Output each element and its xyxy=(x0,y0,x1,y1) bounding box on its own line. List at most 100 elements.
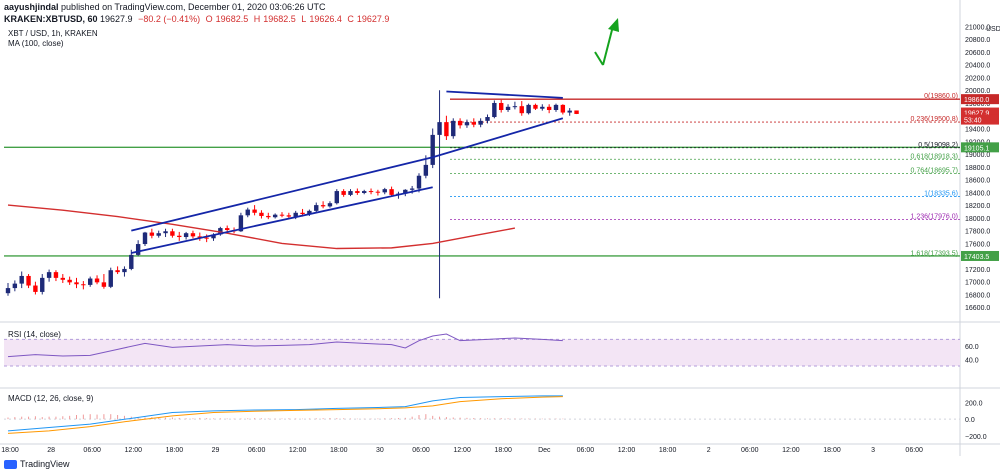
ohlc-close-label: C xyxy=(347,14,354,24)
rsi-line xyxy=(7,333,563,358)
candle-body xyxy=(574,110,579,114)
time-tick-label: 29 xyxy=(212,447,220,454)
grid xyxy=(0,0,1000,456)
fib-label: 1(18335.6) xyxy=(924,190,958,197)
candle-body xyxy=(409,188,415,190)
ma-legend[interactable]: MA (100, close) xyxy=(8,39,64,48)
time-tick-label: 18:00 xyxy=(659,447,677,454)
candle-body xyxy=(389,189,394,195)
candle-body xyxy=(286,215,292,217)
candle-body xyxy=(341,191,346,195)
time-tick-label: 06:00 xyxy=(83,447,101,454)
price-tick-label: 21000.0 xyxy=(965,24,990,31)
time-tick-label: 18:00 xyxy=(1,447,19,454)
time-tick-label: Dec xyxy=(538,447,551,454)
candle-body xyxy=(74,282,79,285)
change-value: −80.2 (−0.41%) xyxy=(138,14,201,24)
candle-body xyxy=(423,164,429,176)
ohlc-low-label: L xyxy=(301,14,307,24)
ohlc-open-label: O xyxy=(205,14,213,24)
fib-label: 0(19860.0) xyxy=(924,93,958,100)
candle-body xyxy=(334,191,339,204)
candle-body xyxy=(540,106,545,109)
candle-body xyxy=(5,288,11,294)
trend-line xyxy=(131,156,433,232)
trend-line xyxy=(432,117,564,159)
candles xyxy=(5,90,579,299)
price-tick-label: 20800.0 xyxy=(965,37,990,44)
candle-body xyxy=(355,191,360,193)
candle-body xyxy=(108,270,113,287)
candle-body xyxy=(485,117,490,121)
candle-body xyxy=(94,278,100,283)
price-tick-label: 19800.0 xyxy=(965,101,990,108)
candle-body xyxy=(197,236,202,238)
brand-label[interactable]: TradingView xyxy=(20,459,70,469)
candle-body xyxy=(519,106,524,114)
time-tick-label: 06:00 xyxy=(905,447,923,454)
price-tick-label: 18400.0 xyxy=(965,190,990,197)
candle-body xyxy=(279,214,285,216)
instrument-legend[interactable]: XBT / USD, 1h, KRAKEN xyxy=(8,29,98,38)
candle-body xyxy=(368,191,374,193)
publisher[interactable]: aayushjindal xyxy=(4,2,59,12)
candle-body xyxy=(177,235,182,238)
price-tick-label: 17000.0 xyxy=(965,280,990,287)
price-tag xyxy=(961,107,999,118)
time-tick-label: 18:00 xyxy=(330,447,348,454)
candle-body xyxy=(88,278,93,285)
candle-body xyxy=(81,284,86,286)
candle-body xyxy=(218,228,223,235)
candle-body xyxy=(478,120,483,125)
price-tick-label: 17600.0 xyxy=(965,241,990,248)
fib-label: 0.236(19500.8) xyxy=(911,116,958,123)
price-tick-label: 17200.0 xyxy=(965,267,990,274)
candle-body xyxy=(211,234,216,239)
candle-body xyxy=(142,232,148,245)
candle-body xyxy=(67,279,72,283)
ohlc-high: 19682.5 xyxy=(263,14,296,24)
time-tick-label: 12:00 xyxy=(618,447,636,454)
time-tick-label: 30 xyxy=(376,447,384,454)
price-tag-label: 17403.5 xyxy=(964,254,989,261)
ohlc-high-label: H xyxy=(253,14,261,24)
time-tick-label: 2 xyxy=(707,447,711,454)
candle-body xyxy=(307,210,312,215)
candle-body xyxy=(451,120,456,137)
candle-body xyxy=(464,122,470,126)
price-tick-label: 18000.0 xyxy=(965,216,990,223)
time-tick-label: 18:00 xyxy=(823,447,841,454)
trend-line xyxy=(131,186,433,254)
candle-body xyxy=(560,104,566,113)
price-tick-label: 16800.0 xyxy=(965,292,990,299)
candle-body xyxy=(12,283,18,289)
time-tick-label: 12:00 xyxy=(782,447,800,454)
price-tag-label: 53:40 xyxy=(964,118,982,125)
candle-body xyxy=(225,228,230,230)
published-text: published on TradingView.com, December 0… xyxy=(61,2,326,12)
candle-body xyxy=(149,232,155,236)
candle-body xyxy=(293,212,298,217)
price-tick-label: 20600.0 xyxy=(965,50,990,57)
price-tag xyxy=(961,250,999,261)
target-arrow xyxy=(602,25,614,66)
macd-legend[interactable]: MACD (12, 26, close, 9) xyxy=(8,394,94,403)
price-tag-label: 19627.9 xyxy=(964,111,989,118)
macd-line xyxy=(7,395,563,432)
candle-body xyxy=(300,212,305,215)
candle-body xyxy=(512,106,518,108)
last-price: 19627.9 xyxy=(100,14,133,24)
bounce-arrow xyxy=(594,51,604,66)
currency-label: USD xyxy=(986,26,1000,33)
candle-body xyxy=(403,189,408,194)
trend-line xyxy=(446,90,563,99)
ohlc-low: 19626.4 xyxy=(309,14,342,24)
price-tick-label: 18600.0 xyxy=(965,178,990,185)
fib-label: 0.618(18918.3) xyxy=(911,153,958,160)
rsi-legend[interactable]: RSI (14, close) xyxy=(8,330,61,339)
overlays xyxy=(7,18,619,434)
candle-body xyxy=(314,205,319,211)
price-tag-label: 19105.1 xyxy=(964,145,989,152)
price-tick-label: 16600.0 xyxy=(965,305,990,312)
candle-body xyxy=(362,191,367,193)
